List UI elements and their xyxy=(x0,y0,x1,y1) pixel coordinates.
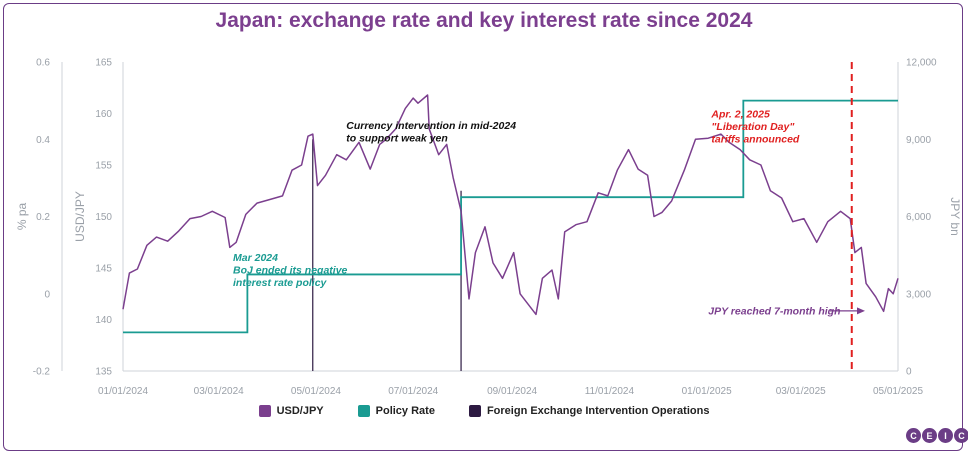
legend-item-usdjpy[interactable]: USD/JPY xyxy=(258,405,324,417)
right-axis-tick-label: 12,000 xyxy=(906,58,937,69)
ceic-logo: C E I C xyxy=(906,428,968,443)
left-axis-tick-label: 0.2 xyxy=(36,212,50,223)
left-axis-tick-label: -0.2 xyxy=(33,367,51,378)
legend-swatch-policy-rate xyxy=(357,405,370,417)
legend-swatch-usdjpy xyxy=(258,405,271,417)
right-axis-tick-label: 9,000 xyxy=(906,135,931,146)
x-axis-tick-label: 11/01/2024 xyxy=(585,386,635,397)
middle-axis-tick-label: 160 xyxy=(95,109,112,120)
x-axis-tick-label: 01/01/2024 xyxy=(98,386,148,397)
left-axis-tick-label: 0.4 xyxy=(36,135,50,146)
middle-axis-tick-label: 165 xyxy=(95,58,112,69)
annotation-arrow-head xyxy=(857,307,865,315)
x-axis-tick-label: 03/01/2025 xyxy=(776,386,826,397)
x-axis-tick-label: 01/01/2025 xyxy=(682,386,732,397)
annotation-text: to support weak yen xyxy=(346,132,448,144)
x-axis-tick-label: 03/01/2024 xyxy=(194,386,244,397)
left-axis-title: % pa xyxy=(15,203,29,231)
right-axis-tick-label: 3,000 xyxy=(906,289,931,300)
chart-frame xyxy=(3,3,963,451)
middle-axis-tick-label: 140 xyxy=(95,315,112,326)
middle-axis-tick-label: 155 xyxy=(95,161,112,172)
logo-letter: I xyxy=(938,428,953,443)
annotation-text: "Liberation Day" xyxy=(711,121,795,133)
legend-label-fx-intervention: Foreign Exchange Intervention Operations xyxy=(486,405,710,417)
x-axis-tick-label: 05/01/2025 xyxy=(873,386,923,397)
legend-item-fx-intervention[interactable]: Foreign Exchange Intervention Operations xyxy=(468,405,710,417)
chart-title: Japan: exchange rate and key interest ra… xyxy=(215,9,753,32)
middle-axis-title: USD/JPY xyxy=(73,191,87,242)
policy-rate-line xyxy=(123,99,898,334)
right-axis-title: JPY bn xyxy=(948,197,962,235)
annotation-text: BoJ ended its negative xyxy=(233,264,348,276)
right-axis-tick-label: 0 xyxy=(906,367,912,378)
usdjpy-line xyxy=(122,94,899,316)
legend-label-policy-rate: Policy Rate xyxy=(375,405,435,417)
left-axis-tick-label: 0 xyxy=(44,289,50,300)
x-axis-tick-label: 07/01/2024 xyxy=(388,386,438,397)
logo-letter: C xyxy=(906,428,921,443)
legend-item-policy-rate[interactable]: Policy Rate xyxy=(357,405,435,417)
x-axis-tick-label: 05/01/2024 xyxy=(291,386,341,397)
x-axis-tick-label: 09/01/2024 xyxy=(487,386,537,397)
annotation-text: tariffs announced xyxy=(711,134,799,146)
logo-letter: C xyxy=(954,428,968,443)
logo-letter: E xyxy=(922,428,937,443)
middle-axis-tick-label: 150 xyxy=(95,212,112,223)
legend-swatch-fx-intervention xyxy=(468,405,481,417)
annotation-text: Apr. 2, 2025 xyxy=(710,109,770,121)
annotation-text: Mar 2024 xyxy=(233,252,278,264)
annotation-text: JPY reached 7-month high xyxy=(708,305,840,317)
annotation-text: Currency intervention in mid-2024 xyxy=(346,120,516,132)
left-axis-tick-label: 0.6 xyxy=(36,58,50,69)
right-axis-tick-label: 6,000 xyxy=(906,212,931,223)
middle-axis-tick-label: 135 xyxy=(95,367,112,378)
chart-legend: USD/JPY Policy Rate Foreign Exchange Int… xyxy=(0,405,968,417)
legend-label-usdjpy: USD/JPY xyxy=(276,405,324,417)
middle-axis-tick-label: 145 xyxy=(95,264,112,275)
annotation-text: interest rate policy xyxy=(233,277,328,289)
